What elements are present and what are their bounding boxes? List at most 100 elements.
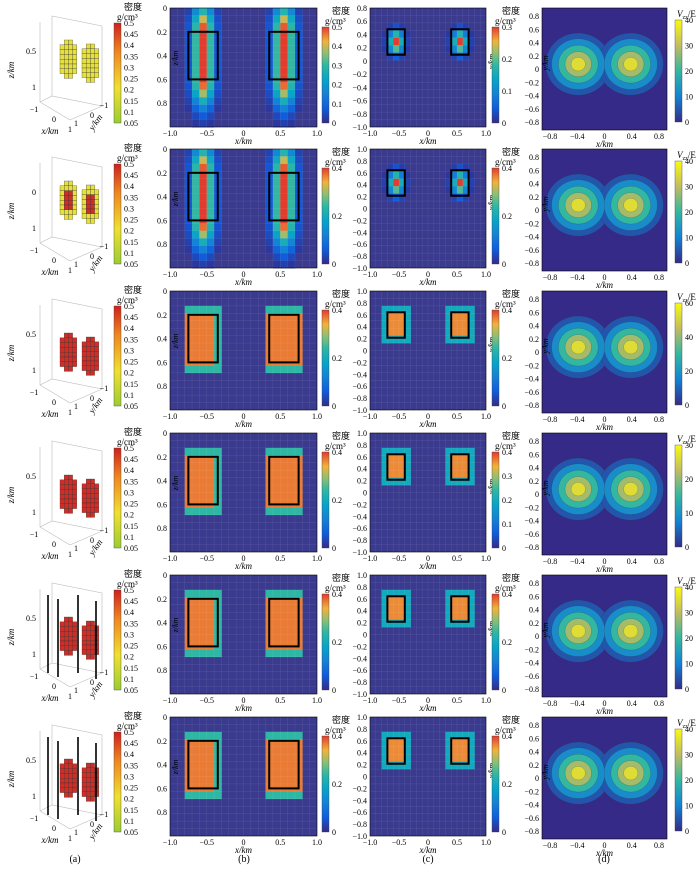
heatmap-cell	[404, 320, 411, 329]
heatmap-cell	[445, 731, 452, 740]
colorbar-tick-label: 0.2	[124, 511, 134, 520]
vzz-symbol: V	[677, 434, 684, 444]
colorbar-title: 密度	[332, 5, 350, 16]
colorbar-tick-label: 0.2	[332, 638, 342, 647]
heatmap-cell	[206, 67, 215, 76]
heatmap-cell	[393, 186, 400, 194]
heatmap-cell	[393, 178, 400, 187]
heatmap-cell	[462, 186, 469, 194]
heatmap-cell	[206, 260, 215, 269]
heatmap-cell	[399, 313, 406, 322]
colorbar-tick-label: 0	[332, 544, 336, 553]
x-tick-label: 0.5	[452, 696, 462, 705]
voxel-cube	[68, 185, 73, 191]
heatmap-cell	[206, 112, 215, 120]
heatmap-cell	[272, 193, 281, 202]
heatmap-cell	[381, 447, 388, 456]
heatmap-cell	[280, 507, 288, 516]
heatmap-cell	[199, 589, 208, 598]
heatmap-cell	[280, 238, 288, 246]
y-tick-label: 0	[363, 205, 367, 214]
y-axis-label: y/km	[86, 679, 105, 700]
heatmap-cell	[192, 612, 200, 620]
colorbar-tick-label: 20	[685, 475, 693, 484]
heatmap-cell	[399, 45, 406, 53]
x-tick-label: −0.8	[543, 132, 558, 141]
panel-row1-c: −1.0 −0.5 0 0.5 1.0x/km0.80.60.40.20−0.2−0.4…	[352, 4, 520, 146]
x-tick-label: 0	[52, 115, 56, 124]
colorbar-tick-label: 0.4	[502, 590, 512, 599]
heatmap-cell	[399, 328, 406, 336]
colorbar-unit: g/cm³	[495, 16, 516, 26]
heatmap-cell	[381, 328, 388, 336]
heatmap-cell	[272, 119, 281, 128]
heatmap-cell	[404, 731, 411, 740]
heatmap-cell	[280, 119, 288, 128]
heatmap-cell	[265, 365, 274, 374]
heatmap-cell	[265, 163, 274, 172]
colorbar-tick-label: 0.1	[124, 533, 134, 542]
colorbar-tick-label: 0.05	[124, 260, 138, 269]
heatmap-cell	[184, 15, 193, 24]
heatmap-cell	[192, 335, 200, 344]
colorbar-tick-label: 0.4	[502, 732, 512, 741]
heatmap-cell	[462, 313, 469, 322]
voxel-cube	[64, 356, 69, 362]
heatmap-cell	[280, 178, 288, 187]
x-tick-label: 1.0	[312, 129, 322, 138]
heatmap-cell	[184, 238, 193, 246]
voxel-cube	[90, 502, 95, 508]
x-tick-label: −0.5	[392, 270, 407, 279]
heatmap-cell	[199, 477, 208, 486]
y-tick-label: −0.4	[352, 654, 367, 663]
heatmap-cell	[287, 604, 296, 613]
colorbar-tick-label: 0.2	[332, 212, 342, 221]
colorbar-tick-label: 0.45	[124, 455, 138, 464]
colorbar	[321, 26, 330, 124]
heatmap-cell	[294, 507, 303, 516]
voxel-cube	[72, 342, 77, 348]
voxel-cube	[72, 479, 77, 485]
voxel-cube	[68, 494, 73, 500]
colorbar	[321, 593, 330, 691]
heatmap-cell	[272, 22, 281, 31]
heatmap-cell	[287, 67, 296, 76]
x-tick-label: 0.8	[654, 132, 664, 141]
y-tick-label: 0	[90, 111, 94, 120]
heatmap-cell	[199, 208, 208, 217]
heatmap-cell	[404, 335, 411, 344]
voxel-cube	[86, 204, 91, 210]
voxel-cube	[94, 67, 99, 73]
x-tick-label: 1.0	[481, 129, 491, 138]
heatmap-cell	[445, 30, 452, 39]
heatmap-cell	[462, 320, 469, 329]
voxel-cube	[68, 631, 73, 637]
heatmap-cell	[214, 156, 222, 165]
heatmap-cell	[206, 485, 215, 493]
heatmap-cell	[280, 245, 288, 254]
y-tick-label: 0.4	[357, 465, 367, 474]
heatmap-cell	[381, 731, 388, 740]
heatmap-cell	[206, 492, 215, 501]
heatmap-cell	[199, 67, 208, 76]
voxel-cube	[90, 194, 95, 200]
y-tick-label: 0.4	[357, 607, 367, 616]
heatmap-cell	[280, 97, 288, 105]
colorbar-tick-label: 0.4	[124, 750, 134, 759]
heatmap-cell	[272, 313, 281, 322]
heatmap-cell	[192, 37, 200, 46]
voxel-cube	[59, 347, 65, 353]
voxel-cube	[59, 768, 65, 774]
heatmap-cell	[184, 223, 193, 232]
y-tick-label: 0	[163, 571, 167, 580]
heatmap-cell	[184, 163, 193, 172]
voxel-cube	[81, 625, 87, 631]
y-tick-label: −0.6	[524, 672, 539, 681]
y-tick-label: 0.6	[157, 358, 167, 367]
heatmap-cell	[272, 470, 281, 478]
voxel-cube	[81, 630, 87, 636]
x-tick-label: 0	[426, 129, 430, 138]
heatmap-cell	[280, 320, 288, 329]
voxel-cube	[86, 77, 91, 83]
model-box	[187, 313, 219, 364]
